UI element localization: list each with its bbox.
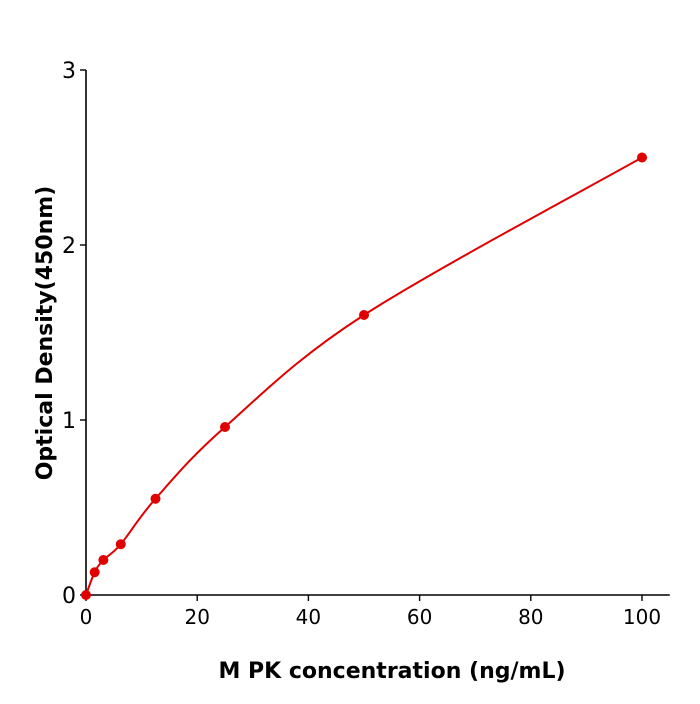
x-tick-label: 60 [407, 605, 432, 629]
data-point [115, 539, 126, 550]
x-tick-label: 100 [623, 605, 661, 629]
data-point [98, 555, 109, 565]
axes: 0 20 40 60 80 100 0 1 2 3 [62, 59, 670, 629]
y-tick-label: 1 [62, 409, 76, 434]
x-tick-label: 80 [518, 605, 543, 629]
y-axis-label: Optical Density(450nm) [33, 186, 58, 481]
x-axis-label: M PK concentration (ng/mL) [218, 659, 565, 684]
data-point [150, 493, 161, 504]
y-tick-label: 3 [62, 59, 76, 84]
data-point [220, 422, 230, 432]
x-tick-label: 20 [184, 605, 209, 629]
fitted-curve [85, 156, 643, 596]
data-marks [81, 152, 647, 600]
x-tick-label: 40 [296, 605, 321, 629]
x-tick-label: 0 [80, 605, 93, 629]
data-point [359, 310, 369, 320]
y-tick-label: 0 [62, 584, 76, 609]
data-point [637, 152, 647, 163]
y-tick-label: 2 [62, 234, 76, 259]
data-point [81, 590, 91, 600]
data-point [89, 567, 100, 578]
